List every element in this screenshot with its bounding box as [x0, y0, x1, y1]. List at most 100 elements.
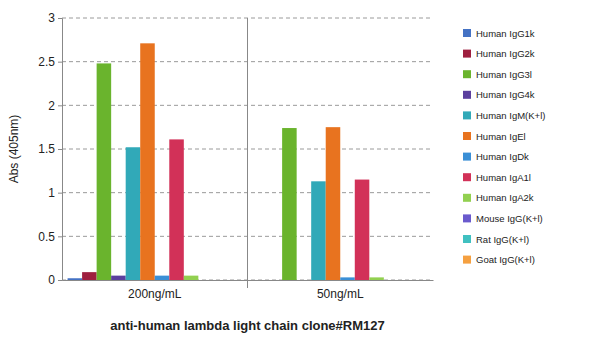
x-tick-label: 200ng/mL: [128, 287, 182, 301]
legend-swatch: [463, 256, 471, 264]
x-tick: 50ng/mL: [317, 280, 364, 301]
bar: [82, 272, 97, 280]
y-tick: 1: [48, 186, 62, 200]
y-tick: 1.5: [38, 142, 62, 156]
y-axis: 0 0.5 1 1.5 2 2.5 3: [38, 11, 62, 287]
legend-item: Goat IgG(K+l): [463, 254, 535, 265]
legend-label: Mouse IgG(K+l): [476, 213, 543, 224]
y-tick-mark: [58, 18, 62, 19]
y-tick-label: 3: [48, 11, 55, 25]
legend-item: Human IgA2k: [463, 192, 534, 203]
y-tick-mark: [58, 193, 62, 194]
bar: [227, 280, 242, 281]
bar: [68, 278, 83, 280]
bar: [340, 277, 355, 280]
legend-swatch: [463, 173, 471, 181]
series: [126, 147, 326, 280]
y-tick: 0: [48, 273, 62, 287]
legend-item: Human IgG4k: [463, 89, 535, 100]
bar: [213, 280, 228, 281]
legend-item: Mouse IgG(K+l): [463, 213, 543, 224]
series: [155, 276, 355, 280]
bar: [184, 276, 199, 280]
bar: [155, 276, 170, 280]
y-tick-label: 1.5: [38, 142, 55, 156]
y-tick: 2.5: [38, 55, 62, 69]
bar: [355, 180, 370, 280]
bar: [140, 43, 155, 280]
legend-item: Human IgA1l: [463, 172, 531, 183]
legend-label: Human IgM(K+l): [476, 110, 545, 121]
bar: [97, 63, 112, 280]
y-tick-mark: [58, 62, 62, 63]
bar: [398, 280, 413, 281]
legend-swatch: [463, 29, 471, 37]
bar: [413, 280, 428, 281]
legend-swatch: [463, 194, 471, 202]
plot: 0 0.5 1 1.5 2 2.5 3 200ng/mL 50ng/mL: [38, 11, 433, 300]
y-tick-mark: [58, 105, 62, 106]
legend-swatch: [463, 132, 471, 140]
legend-item: Human IgDk: [463, 151, 529, 162]
y-tick-label: 2: [48, 99, 55, 113]
bar: [297, 280, 312, 281]
legend-item: Human IgG2k: [463, 48, 535, 59]
legend-swatch: [463, 50, 471, 58]
legend-label: Human IgA2k: [476, 192, 534, 203]
legend-swatch: [463, 70, 471, 78]
legend-label: Human IgG3l: [476, 69, 532, 80]
legend-label: Human IgG4k: [476, 89, 535, 100]
legend-swatch: [463, 214, 471, 222]
y-axis-line: [58, 19, 63, 281]
series: [68, 278, 83, 280]
bar: [268, 280, 283, 281]
series: [184, 276, 384, 280]
bar: [326, 127, 341, 280]
x-axis: 200ng/mL 50ng/mL: [63, 280, 434, 301]
bar: [384, 280, 399, 281]
y-tick-mark: [58, 149, 62, 150]
legend-swatch: [463, 235, 471, 243]
category-separator: [247, 18, 248, 288]
legend-label: Human IgDk: [476, 151, 529, 162]
legend-label: Human IgG2k: [476, 48, 535, 59]
legend-item: Human IgEl: [463, 131, 526, 142]
x-axis-line: [63, 280, 434, 281]
y-tick-label: 1: [48, 186, 55, 200]
series: [169, 139, 369, 280]
legend-label: Goat IgG(K+l): [476, 254, 535, 265]
chart: 0 0.5 1 1.5 2 2.5 3 200ng/mL 50ng/mL anti-human l…: [0, 0, 599, 360]
x-tick: 200ng/mL: [128, 280, 182, 301]
y-tick-label: 0.5: [38, 230, 55, 244]
legend-item: Human IgM(K+l): [463, 110, 545, 121]
legend-item: Human IgG1k: [463, 28, 535, 39]
y-tick: 0.5: [38, 230, 62, 244]
y-tick-mark: [58, 236, 62, 237]
y-tick: 3: [48, 11, 62, 25]
x-axis-title: anti-human lambda light chain clone#RM12…: [110, 318, 385, 333]
y-axis-title: Abs (405nm): [7, 115, 21, 184]
y-tick-mark: [58, 280, 62, 281]
y-tick: 2: [48, 99, 62, 113]
series: [111, 276, 126, 280]
legend-item: Human IgG3l: [463, 69, 532, 80]
y-tick-label: 2.5: [38, 55, 55, 69]
series: [82, 272, 97, 280]
legend-swatch: [463, 111, 471, 119]
bar: [369, 277, 384, 280]
legend-label: Human IgG1k: [476, 28, 535, 39]
bar: [198, 280, 213, 281]
legend-item: Rat IgG(K+l): [463, 234, 529, 245]
legend-swatch: [463, 91, 471, 99]
bar: [126, 147, 141, 280]
series: [97, 63, 297, 280]
bars: [68, 43, 384, 280]
bar: [311, 181, 326, 280]
legend-label: Human IgEl: [476, 131, 526, 142]
bar: [282, 128, 297, 280]
x-tick-label: 50ng/mL: [317, 287, 364, 301]
legend-label: Human IgA1l: [476, 172, 531, 183]
series: [140, 43, 340, 280]
separators: [247, 18, 248, 288]
legend: Human IgG1k Human IgG2k Human IgG3l Human I…: [463, 28, 545, 266]
